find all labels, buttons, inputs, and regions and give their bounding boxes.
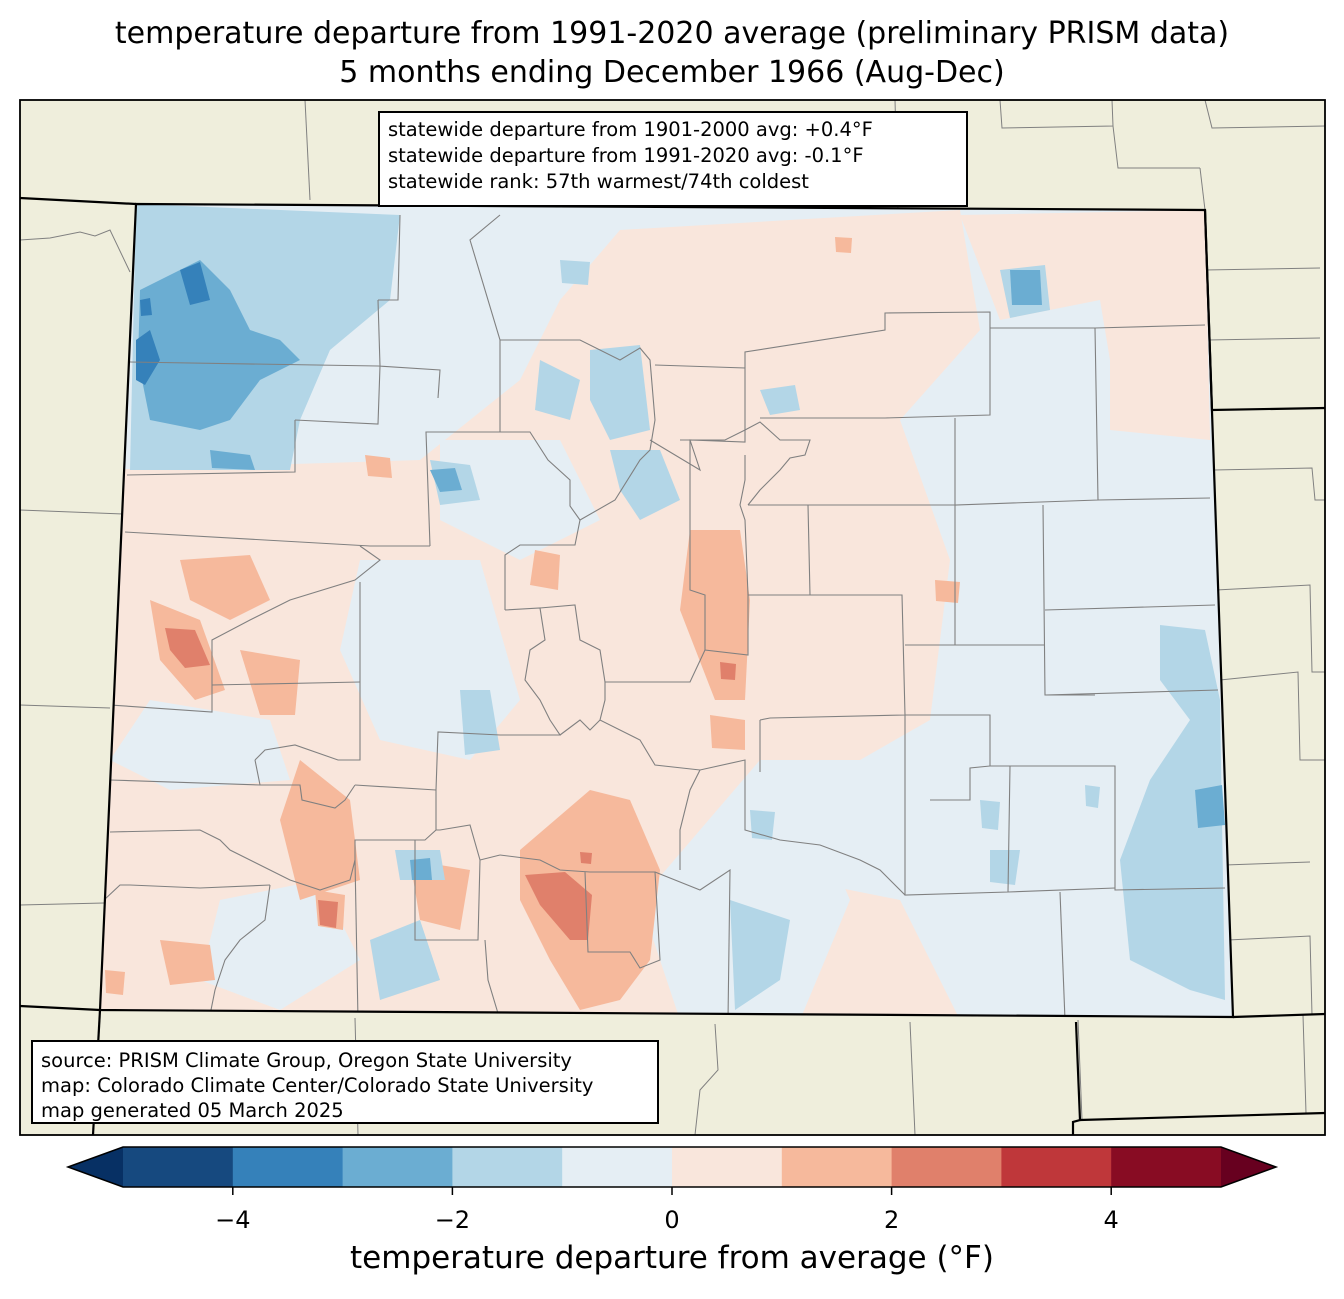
colorbar-bin	[891, 1147, 1002, 1187]
colorbar-outline	[65, 1146, 1279, 1188]
colorbar-bin	[342, 1147, 453, 1187]
colorbar-tick-label: −4	[215, 1206, 251, 1234]
stats-rank: statewide rank: 57th warmest/74th coldes…	[388, 170, 809, 193]
colorbar	[65, 1146, 1279, 1195]
credits-source: source: PRISM Climate Group, Oregon Stat…	[41, 1049, 572, 1072]
credits-map: map: Colorado Climate Center/Colorado St…	[41, 1074, 594, 1097]
colorbar-tick-label: 0	[664, 1206, 680, 1234]
county-lines	[103, 214, 1226, 1017]
colorbar-bin	[452, 1147, 563, 1187]
map-title: temperature departure from 1991-2020 ave…	[114, 16, 1230, 51]
colorbar-under-arrow	[68, 1147, 123, 1187]
colorbar-bin	[672, 1147, 783, 1187]
colorbar-tick-label: 4	[1103, 1206, 1119, 1234]
colorbar-bin	[1111, 1147, 1222, 1187]
colorbar-bin	[232, 1147, 344, 1187]
map-frame	[19, 99, 1326, 1136]
colorbar-bin	[781, 1147, 893, 1187]
stats-departure-1901-2000: statewide departure from 1901-2000 avg: …	[388, 118, 873, 141]
colorbar-tick-label: −2	[434, 1206, 471, 1234]
colorbar-over-arrow	[1221, 1147, 1276, 1187]
map-subtitle: 5 months ending December 1966 (Aug-Dec)	[339, 55, 1005, 90]
statewide-stats-box: statewide departure from 1901-2000 avg: …	[378, 111, 968, 207]
credits-box: source: PRISM Climate Group, Oregon Stat…	[31, 1040, 659, 1124]
colorbar-bin	[1001, 1147, 1112, 1187]
colorbar-bin	[123, 1147, 234, 1187]
stats-departure-1991-2020: statewide departure from 1991-2020 avg: …	[388, 144, 864, 167]
colorbar-label: temperature departure from average (°F)	[350, 1240, 994, 1276]
temperature-field	[100, 204, 1233, 1017]
credits-generated: map generated 05 March 2025	[41, 1099, 344, 1122]
colorbar-tick-label: 2	[883, 1206, 900, 1234]
colorbar-bin	[562, 1147, 673, 1187]
